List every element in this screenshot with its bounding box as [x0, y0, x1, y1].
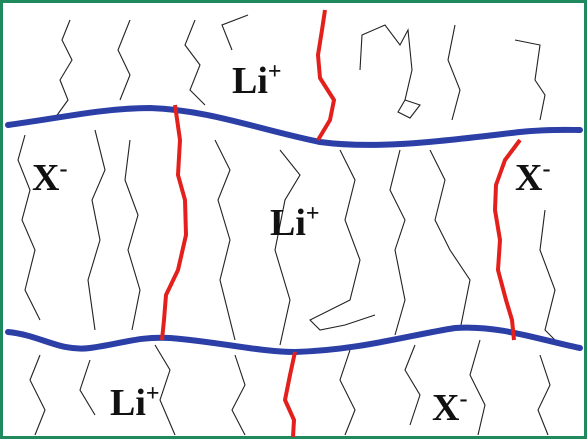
ion-charge: - — [542, 156, 550, 182]
chain — [29, 354, 46, 436]
ion-label: X- — [32, 156, 67, 199]
chain — [274, 149, 301, 346]
ion-label: Li+ — [270, 201, 320, 244]
ion-charge: + — [146, 381, 160, 407]
boundary — [5, 324, 583, 356]
ion-symbol: X — [515, 157, 542, 199]
ion-label: Li+ — [110, 381, 160, 424]
chain — [309, 149, 376, 331]
ion-symbol: Li — [270, 202, 306, 244]
chain — [184, 19, 206, 106]
chain — [54, 19, 73, 119]
boundary — [5, 104, 583, 148]
ion-charge: + — [306, 201, 320, 227]
chain — [404, 344, 421, 426]
chain — [124, 139, 141, 331]
ion-charge: - — [459, 386, 467, 412]
chain — [447, 24, 461, 121]
chain — [514, 39, 546, 121]
chain — [539, 209, 561, 346]
ion-charge: - — [59, 156, 67, 182]
chain — [17, 134, 41, 321]
chain — [154, 344, 176, 436]
ion-charge: + — [268, 59, 282, 85]
ion-path — [316, 9, 336, 142]
ion-symbol: X — [432, 387, 459, 429]
ion-path — [283, 351, 297, 438]
chain — [87, 129, 106, 331]
ion-path — [493, 138, 522, 341]
ion-symbol: X — [32, 157, 59, 199]
chain — [359, 24, 421, 119]
chain — [429, 149, 471, 331]
ion-label: Li+ — [232, 59, 282, 102]
chain — [79, 359, 96, 416]
chain — [389, 149, 406, 336]
ion-symbol: Li — [110, 382, 146, 424]
chain — [469, 339, 486, 436]
ion-symbol: Li — [232, 60, 268, 102]
ion-label: X- — [515, 156, 550, 199]
chain — [221, 14, 249, 51]
chain — [339, 349, 356, 436]
ion-label: X- — [432, 386, 467, 429]
chain — [231, 354, 246, 436]
chain — [214, 139, 236, 341]
polymer-chains — [17, 14, 561, 436]
chain — [537, 354, 551, 436]
ion-path — [160, 104, 188, 341]
chain — [117, 19, 131, 101]
